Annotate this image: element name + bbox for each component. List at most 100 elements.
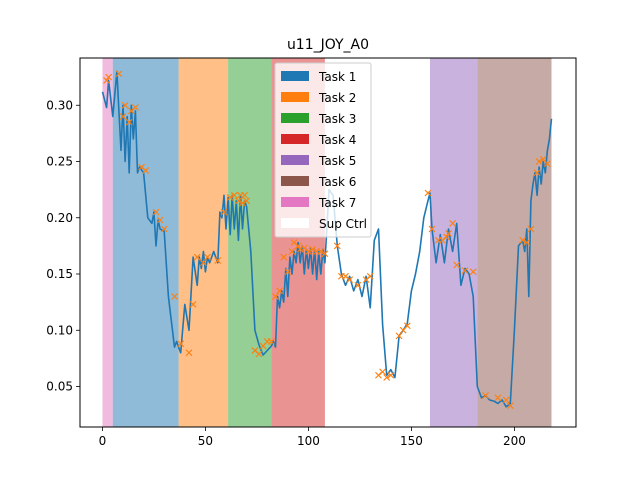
data-point-marker <box>105 73 113 81</box>
data-point-marker <box>272 293 279 300</box>
legend-swatch <box>281 155 309 165</box>
x-tick-label: 150 <box>400 434 423 448</box>
data-point-marker <box>482 392 489 399</box>
axes-frame <box>79 57 577 428</box>
data-point-marker <box>204 253 211 261</box>
data-point-marker <box>234 197 242 205</box>
legend-swatch <box>281 71 309 81</box>
region-task-2 <box>178 58 229 427</box>
y-tick-label: 0.10 <box>46 323 73 337</box>
data-point-marker <box>519 236 527 244</box>
data-point-marker <box>443 233 450 241</box>
data-point-marker <box>160 225 168 233</box>
data-point-marker <box>346 276 354 284</box>
data-point-marker <box>103 77 110 84</box>
data-point-marker <box>193 253 201 261</box>
region-task-6 <box>477 58 552 427</box>
legend-swatch <box>281 134 309 144</box>
legend-label: Task 1 <box>318 70 356 84</box>
data-point-marker <box>333 242 341 250</box>
data-point-marker <box>226 194 234 201</box>
legend-label: Task 2 <box>318 91 356 105</box>
data-point-marker <box>523 239 531 246</box>
data-point-marker <box>296 245 304 253</box>
data-point-marker <box>243 197 251 205</box>
data-point-marker <box>294 242 302 250</box>
data-point-marker <box>366 272 374 280</box>
data-point-marker <box>115 70 123 78</box>
data-point-marker <box>142 167 150 174</box>
data-point-marker <box>321 250 329 258</box>
data-point-marker <box>379 368 387 376</box>
data-point-marker <box>230 191 238 199</box>
y-tick-label: 0.30 <box>46 98 73 112</box>
data-point-marker <box>199 259 207 267</box>
data-point-marker <box>424 189 432 197</box>
legend-swatch <box>281 92 309 102</box>
data-point-marker <box>428 225 436 233</box>
y-tick-label: 0.05 <box>46 380 73 394</box>
data-point-marker <box>535 158 543 165</box>
data-point-marker <box>171 293 178 300</box>
data-point-marker <box>131 104 139 111</box>
data-point-marker <box>255 350 263 358</box>
legend-swatch <box>281 113 309 123</box>
legend-label: Task 6 <box>318 175 356 189</box>
legend-swatch <box>281 218 309 228</box>
y-axis: 0.05 0.10 0.15 0.20 0.25 0.30 <box>46 98 80 394</box>
legend-label: Task 5 <box>318 154 356 168</box>
data-point-marker <box>395 332 403 340</box>
y-tick-label: 0.25 <box>46 155 73 169</box>
data-point-marker <box>461 267 469 275</box>
data-point-marker <box>119 113 127 120</box>
data-point-marker <box>527 225 535 233</box>
data-point-marker <box>189 300 197 308</box>
data-point-marker <box>543 160 551 168</box>
region-task-7 <box>102 58 113 427</box>
data-point-marker <box>494 394 502 402</box>
y-tick-label: 0.15 <box>46 267 73 281</box>
legend-swatch <box>281 176 309 186</box>
data-point-marker <box>288 248 296 255</box>
data-point-marker <box>354 281 362 289</box>
x-axis: 0 50 100 150 200 <box>99 427 526 448</box>
data-point-marker <box>469 268 477 276</box>
data-point-marker <box>449 219 457 227</box>
data-point-marker <box>280 253 288 261</box>
data-point-marker <box>403 322 411 330</box>
legend: Task 1 Task 2 Task 3 Task 4 Task 5 Task 6 Task… <box>274 62 372 238</box>
data-point-marker <box>152 208 160 216</box>
data-point-marker <box>284 268 292 276</box>
data-point-marker <box>533 169 541 177</box>
data-point-marker <box>506 402 514 410</box>
data-point-marker <box>309 245 316 253</box>
legend-label: Task 4 <box>318 133 356 147</box>
data-point-marker <box>502 396 510 404</box>
data-point-marker <box>239 199 246 207</box>
legend-box <box>274 62 372 238</box>
data-point-marker <box>185 349 193 357</box>
data-point-marker <box>387 371 395 379</box>
y-tick-label: 0.20 <box>46 211 73 225</box>
data-point-marker <box>125 118 133 126</box>
legend-label: Sup Ctrl <box>319 217 367 231</box>
chart-title: u11_JOY_A0 <box>287 37 369 53</box>
data-point-marker <box>121 101 129 109</box>
data-point-marker <box>267 338 275 345</box>
x-tick-label: 100 <box>297 434 320 448</box>
x-tick-label: 0 <box>99 434 107 448</box>
data-point-marker <box>317 248 325 255</box>
data-point-marker <box>383 374 391 381</box>
data-point-marker <box>305 248 312 255</box>
data-point-marker <box>241 191 249 199</box>
data-point-marker <box>445 230 452 237</box>
data-point-marker <box>453 261 461 269</box>
x-tick-label: 200 <box>503 434 526 448</box>
legend-swatch <box>281 197 309 207</box>
series-marker-group <box>103 70 551 410</box>
legend-label: Task 3 <box>318 112 356 126</box>
legend-label: Task 7 <box>318 196 356 210</box>
data-point-marker <box>214 257 222 264</box>
data-point-marker <box>156 216 164 224</box>
